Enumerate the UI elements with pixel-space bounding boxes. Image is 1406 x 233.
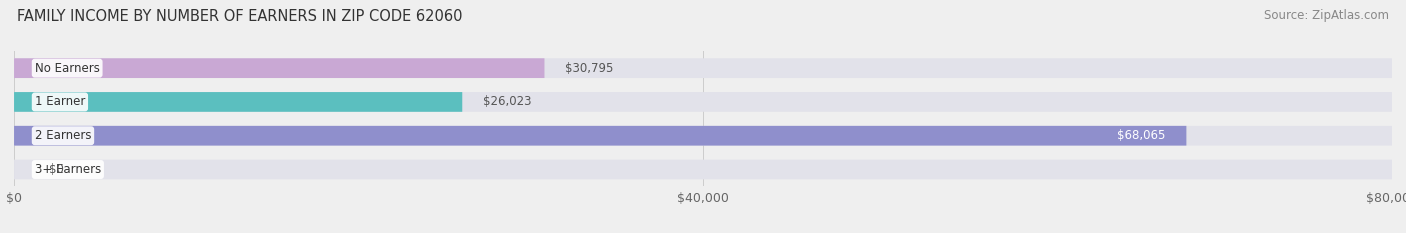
FancyBboxPatch shape [14,160,1392,179]
Text: 2 Earners: 2 Earners [35,129,91,142]
FancyBboxPatch shape [14,126,1392,146]
FancyBboxPatch shape [14,58,1392,78]
FancyBboxPatch shape [14,92,463,112]
Text: 1 Earner: 1 Earner [35,96,86,108]
Text: FAMILY INCOME BY NUMBER OF EARNERS IN ZIP CODE 62060: FAMILY INCOME BY NUMBER OF EARNERS IN ZI… [17,9,463,24]
Text: $26,023: $26,023 [482,96,531,108]
FancyBboxPatch shape [14,58,544,78]
FancyBboxPatch shape [14,126,1187,146]
FancyBboxPatch shape [14,92,1392,112]
Text: 3+ Earners: 3+ Earners [35,163,101,176]
Text: No Earners: No Earners [35,62,100,75]
Text: Source: ZipAtlas.com: Source: ZipAtlas.com [1264,9,1389,22]
Text: $30,795: $30,795 [565,62,613,75]
Text: $68,065: $68,065 [1118,129,1166,142]
Text: $0: $0 [48,163,63,176]
